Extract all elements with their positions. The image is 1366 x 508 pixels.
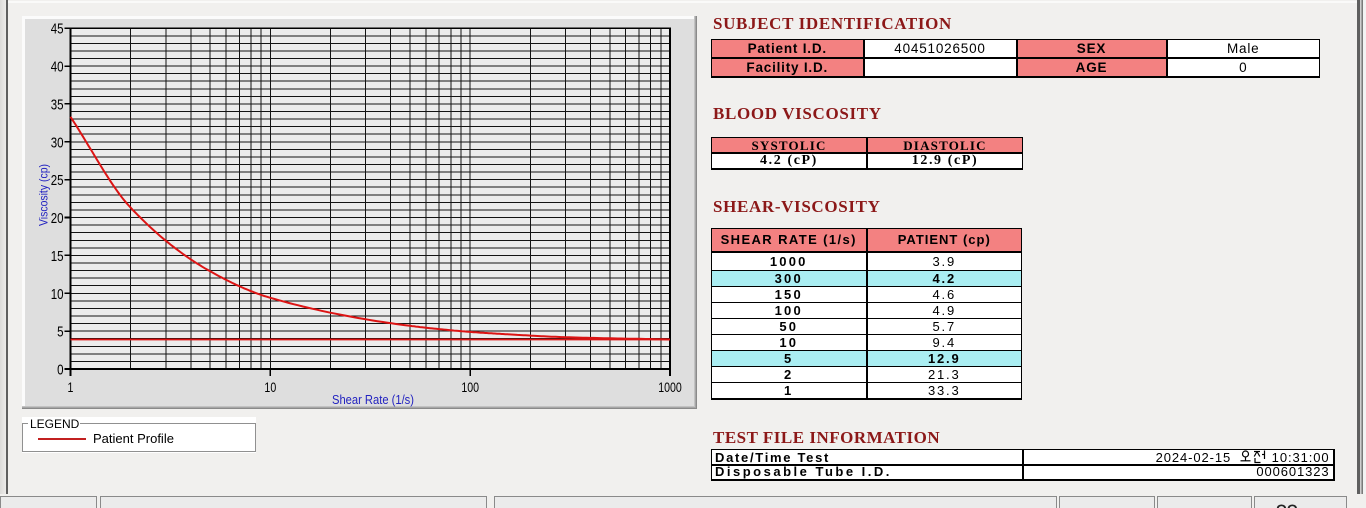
svg-text:45: 45 — [51, 21, 64, 38]
svg-text:1: 1 — [68, 379, 74, 395]
svg-text:10: 10 — [264, 379, 276, 395]
svg-text:0: 0 — [57, 362, 63, 379]
svg-text:15: 15 — [51, 248, 64, 265]
svg-text:10: 10 — [51, 286, 64, 303]
svg-text:100: 100 — [461, 379, 479, 395]
svg-text:20: 20 — [51, 210, 64, 227]
svg-text:25: 25 — [51, 172, 64, 189]
svg-text:40: 40 — [51, 59, 64, 76]
svg-text:Viscosity (cp): Viscosity (cp) — [37, 164, 51, 226]
svg-text:5: 5 — [57, 324, 63, 341]
svg-text:35: 35 — [51, 96, 64, 113]
svg-text:30: 30 — [51, 134, 64, 151]
svg-text:Shear Rate (1/s): Shear Rate (1/s) — [332, 393, 414, 407]
svg-text:1000: 1000 — [658, 379, 682, 395]
